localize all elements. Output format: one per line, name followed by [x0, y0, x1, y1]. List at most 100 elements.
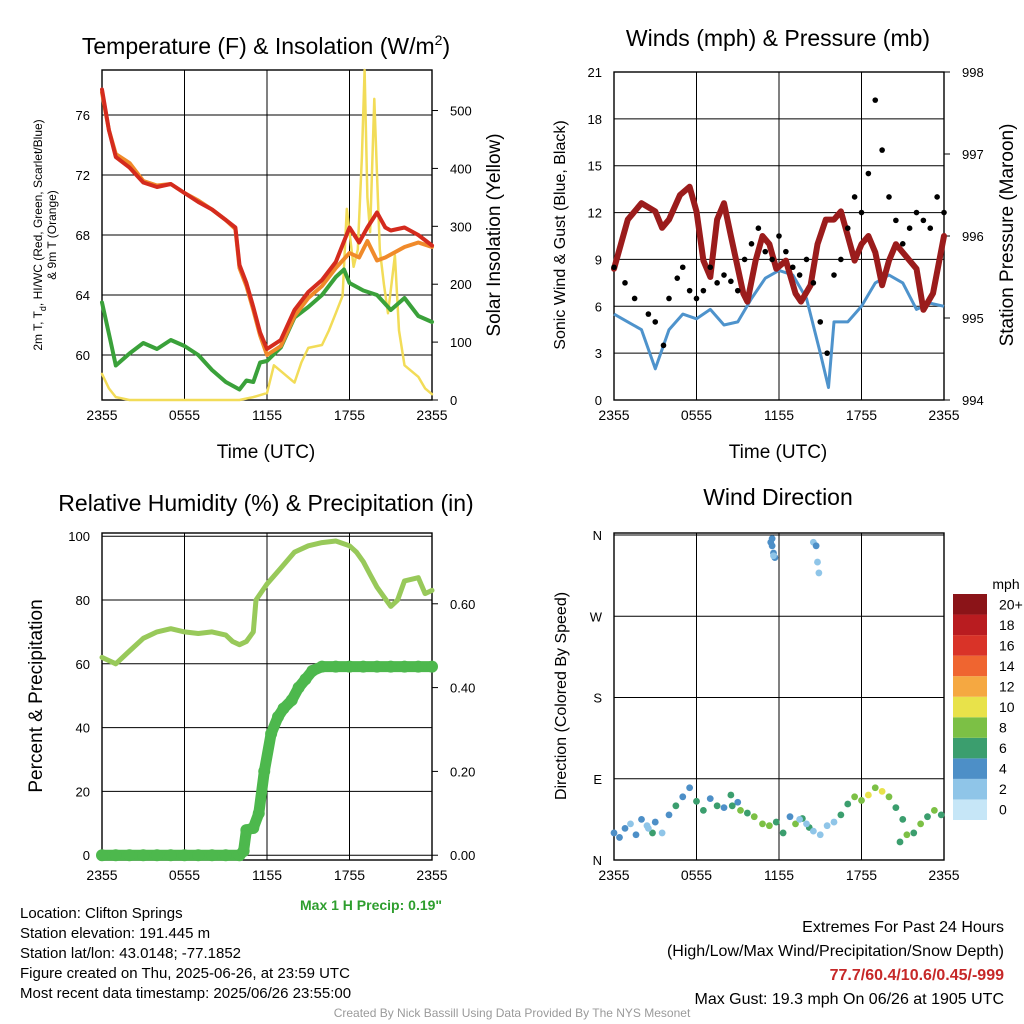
humidity-title: Relative Humidity (%) & Precipitation (i… — [58, 490, 473, 516]
direction-point — [770, 552, 777, 560]
humidity-x-tick-label: 2355 — [416, 867, 447, 883]
winds-y2-tick-label: 996 — [962, 229, 984, 244]
temperature-y-tick-label: 60 — [76, 348, 90, 363]
recent-timestamp: Most recent data timestamp: 2025/06/26 2… — [20, 985, 352, 1002]
gust-point — [817, 319, 824, 325]
direction-point — [750, 813, 758, 821]
legend-swatch — [953, 635, 987, 656]
gust-point — [927, 225, 934, 231]
gust-point — [666, 295, 672, 302]
direction-point — [803, 820, 810, 828]
legend-label: 10 — [999, 699, 1015, 715]
precip-point — [265, 727, 278, 740]
station-elevation: Station elevation: 191.445 m — [20, 925, 211, 942]
direction-point — [616, 834, 623, 841]
gust-point — [872, 97, 879, 103]
gust-point — [769, 256, 775, 263]
extremes-values: 77.7/60.4/10.6/0.45/-999 — [829, 967, 1004, 984]
direction-x-tick-label: 1155 — [764, 867, 794, 883]
winds-y2-tick-label: 994 — [962, 393, 984, 408]
legend-label: 2 — [999, 781, 1007, 797]
direction-point — [851, 793, 859, 801]
direction-point — [644, 825, 652, 832]
direction-point — [878, 787, 886, 795]
precip-point — [151, 849, 163, 862]
legend-swatch — [953, 758, 987, 779]
gust-point — [748, 241, 755, 247]
direction-point — [792, 820, 799, 828]
precip-point — [247, 821, 260, 834]
direction-point — [815, 569, 823, 577]
gust-point — [810, 280, 817, 286]
legend-swatch — [953, 717, 987, 738]
temperature-title: Temperature (F) & Insolation (W/m2) — [82, 32, 450, 59]
direction-point — [892, 804, 900, 812]
series-pressure-line — [611, 183, 947, 313]
gust-point — [920, 217, 927, 224]
direction-y-label: Direction (Colored By Speed) — [553, 592, 570, 800]
winds-y2-tick-label: 995 — [962, 311, 984, 326]
gust-point — [886, 194, 892, 200]
gust-point — [844, 225, 851, 231]
direction-point — [737, 806, 744, 814]
legend-label: 12 — [999, 678, 1015, 694]
precip-point — [237, 845, 250, 858]
legend-swatch — [953, 799, 987, 820]
gust-point — [783, 248, 789, 255]
precip-point — [137, 849, 150, 862]
gust-point — [893, 217, 899, 224]
gust-point — [899, 241, 906, 247]
gust-point — [707, 264, 714, 271]
humidity-y-tick-label: 80 — [76, 593, 90, 608]
temperature-y-tick-label: 72 — [76, 168, 90, 183]
series-temp-line — [100, 87, 434, 351]
gust-point — [796, 272, 803, 278]
precip-point — [277, 702, 290, 715]
humidity-x-tick-label: 2355 — [86, 867, 117, 883]
winds-x-tick-label: 1155 — [764, 407, 794, 423]
legend-label: 0 — [999, 802, 1007, 818]
direction-x-tick-label: 2355 — [598, 867, 629, 883]
temperature-y2-label: Solar Insolation (Yellow) — [484, 133, 505, 336]
precip-point — [192, 849, 205, 862]
gust-point — [734, 287, 741, 294]
legend-swatch — [953, 696, 987, 718]
max-gust: Max Gust: 19.3 mph On 06/26 at 1905 UTC — [694, 991, 1005, 1008]
humidity-y-tick-label: 40 — [76, 721, 90, 736]
gust-point — [660, 342, 667, 349]
direction-point — [885, 793, 893, 801]
precip-point — [219, 849, 232, 862]
gust-point — [824, 350, 830, 356]
gust-point — [755, 225, 762, 231]
station-latlon: Station lat/lon: 43.0148; -77.1852 — [20, 945, 242, 962]
gust-point — [803, 256, 810, 263]
direction-frame — [613, 532, 945, 861]
direction-point — [728, 802, 736, 810]
direction-title: Wind Direction — [703, 484, 853, 510]
temperature-y-tick-label: 68 — [76, 228, 90, 243]
direction-point — [759, 820, 766, 828]
precip-point — [164, 849, 177, 862]
direction-point — [679, 793, 687, 801]
credit-line: Created By Nick Bassill Using Data Provi… — [333, 1006, 691, 1020]
direction-y-tick-label: S — [593, 691, 602, 706]
direction-point — [734, 798, 742, 806]
humidity-y-label: Percent & Precipitation — [26, 599, 47, 792]
direction-point — [720, 804, 728, 812]
precip-point — [398, 660, 411, 673]
direction-point — [713, 802, 721, 810]
extremes-subtitle: (High/Low/Max Wind/Precipitation/Snow De… — [666, 943, 1004, 960]
humidity-y-tick-label: 0 — [83, 848, 90, 863]
temperature-y2-tick-label: 400 — [450, 161, 472, 176]
gust-point — [934, 194, 940, 200]
series-solar-line — [100, 68, 434, 402]
direction-point — [903, 831, 911, 839]
legend-label: 20+ — [999, 596, 1023, 612]
gust-point — [858, 209, 865, 216]
winds-x-tick-label: 2355 — [928, 407, 959, 423]
legend-label: 18 — [999, 617, 1015, 633]
temperature-frame — [101, 69, 433, 401]
station-info: Location: Clifton Springs Station elevat… — [20, 904, 351, 1004]
precip-point — [343, 660, 356, 673]
precip-point — [371, 660, 383, 673]
